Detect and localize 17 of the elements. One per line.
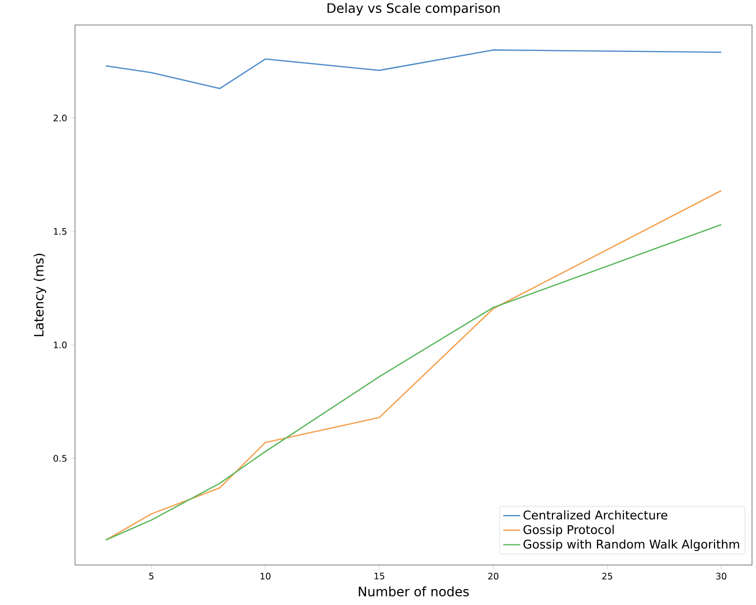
y-tick-label: 2.0 [54,114,67,122]
x-tick-label: 30 [716,572,726,580]
y-tick-label: 1.5 [54,228,66,235]
chart-title: Delay vs Scale comparison [328,2,500,16]
legend-label: Gossip with Random Walk Algorithm [524,539,740,551]
legend-label: Centralized Architecture [524,510,668,520]
y-tick-label: 1.0 [54,342,67,348]
x-tick-label: 15 [374,572,384,580]
x-tick-label: 10 [260,572,270,580]
x-tick-label: 20 [488,572,498,580]
legend-label: Gossip Protocol [524,524,614,536]
x-tick-label: 5 [149,572,154,580]
x-tick-label: 25 [602,572,612,580]
y-axis-title: Latency (ms) [34,254,46,336]
x-axis-title: Number of nodes [358,586,469,596]
y-tick-label: 0.5 [54,454,66,462]
line-series [105,49,722,90]
